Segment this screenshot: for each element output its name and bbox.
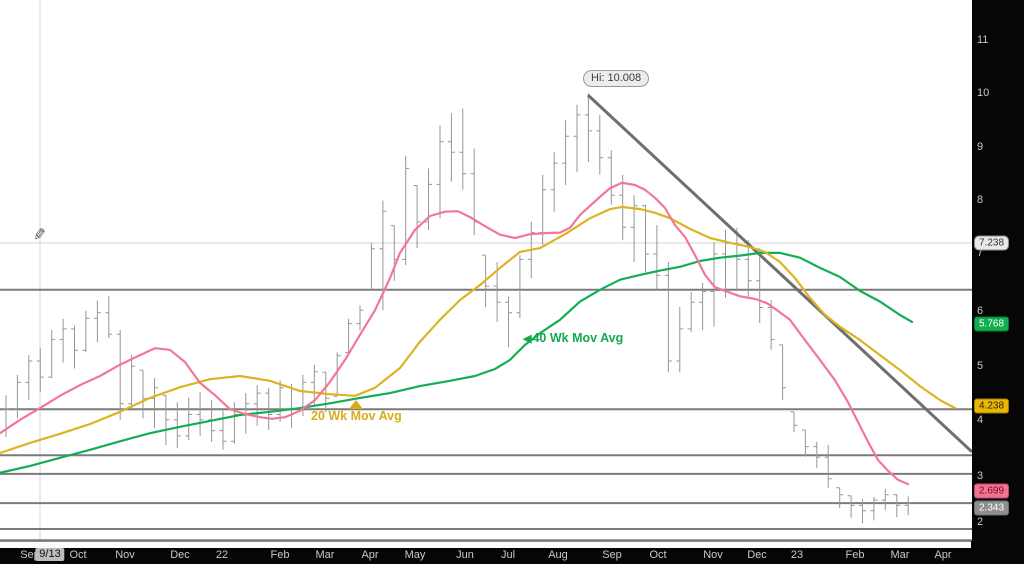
price-axis-label: 4 [977, 414, 984, 426]
time-axis-label: Dec [747, 549, 767, 561]
time-axis-label: Feb [270, 549, 290, 561]
ma20-line [0, 205, 957, 455]
ma20-price-badge: 4.238 [974, 398, 1010, 414]
time-axis-label: Sep [20, 549, 40, 561]
ma10-line [0, 181, 910, 486]
ma40-label[interactable]: ◀40 Wk Mov Avg [523, 331, 623, 345]
pencil-cursor-icon: ✎ [31, 226, 48, 245]
ma40-line [0, 251, 914, 474]
price-axis-label: 9 [977, 141, 984, 153]
chart-canvas[interactable] [0, 0, 972, 541]
high-annotation-label[interactable]: Hi: 10.008 [583, 70, 650, 87]
crosshair-date-badge: 9/13 [35, 548, 65, 561]
time-axis-label: Aug [548, 549, 568, 561]
ma40-price-badge: 5.768 [974, 316, 1010, 332]
left-triangle-icon: ◀ [523, 333, 532, 345]
price-axis-label: 2 [977, 516, 984, 528]
time-axis-label: Jun [456, 549, 474, 561]
up-triangle-icon [349, 400, 363, 409]
time-axis-label: Mar [890, 549, 910, 561]
time-axis-label: 23 [790, 549, 804, 561]
ma40-label-text: 40 Wk Mov Avg [532, 331, 624, 345]
time-axis-label: Sep [602, 549, 622, 561]
time-axis-label: Apr [361, 549, 379, 561]
time-axis-label: Dec [170, 549, 190, 561]
price-axis-label: 7 [977, 247, 984, 259]
crosshair-price-badge: 7.238 [974, 235, 1010, 251]
time-axis-label: Oct [69, 549, 87, 561]
downtrend-line [586, 94, 972, 453]
price-axis[interactable]: 11 10 9 8 7 6 5 4 3 2 7.238 5.768 4.238 2.699 2.343 [972, 0, 1024, 564]
chart-plot-area[interactable]: Hi: 10.008 20 Wk Mov Avg ◀40 Wk Mov Avg … [0, 0, 972, 541]
price-axis-label: 5 [977, 360, 984, 372]
time-axis-label: Jul [500, 549, 516, 561]
time-axis-label: Apr [934, 549, 952, 561]
price-axis-label: 6 [977, 305, 984, 317]
horizontal-scrollbar[interactable] [0, 541, 971, 549]
time-axis-label: Nov [703, 549, 723, 561]
time-axis[interactable]: Sep Oct Nov Dec 22 Feb Mar Apr May Jun Jul Aug Sep Oc… [0, 548, 1024, 564]
ma10-price-badge: 2.699 [974, 483, 1010, 499]
price-axis-label: 11 [977, 34, 989, 46]
time-axis-label: 22 [215, 549, 229, 561]
time-axis-label: Oct [649, 549, 667, 561]
price-axis-label: 10 [977, 87, 990, 99]
ma20-label[interactable]: 20 Wk Mov Avg [311, 409, 402, 423]
price-axis-label: 3 [977, 470, 984, 482]
last-price-badge: 2.343 [974, 500, 1010, 516]
time-axis-label: Mar [315, 549, 335, 561]
time-axis-label: Feb [845, 549, 865, 561]
time-axis-label: Nov [115, 549, 135, 561]
price-axis-label: 8 [977, 194, 984, 206]
time-axis-label: May [404, 549, 426, 561]
